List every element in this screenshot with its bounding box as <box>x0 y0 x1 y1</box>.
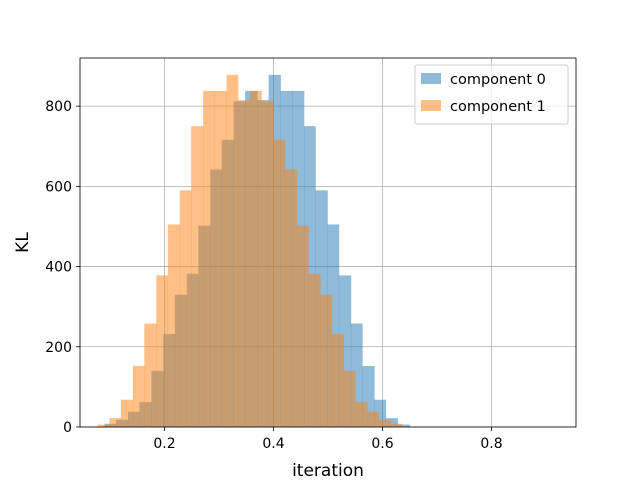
histogram-bar <box>226 74 239 428</box>
histogram-bar <box>378 419 391 427</box>
legend-swatch-component-1 <box>421 100 441 111</box>
histogram-bar <box>250 90 262 427</box>
x-tick-label: 0.8 <box>480 436 502 452</box>
histogram-bar <box>390 423 403 427</box>
histogram-bar <box>156 275 169 427</box>
histogram-bar <box>374 399 387 427</box>
histogram-bar <box>320 294 333 427</box>
histogram-bar <box>97 424 110 427</box>
legend-swatch-component-0 <box>421 73 441 84</box>
histogram-bar <box>261 101 274 428</box>
histogram-bar <box>397 424 411 427</box>
histogram-bar <box>350 323 363 427</box>
x-tick-label: 0.2 <box>153 436 175 452</box>
histogram-bar <box>385 418 399 427</box>
legend-label-component-0: component 0 <box>450 72 546 88</box>
histogram-bar <box>355 402 368 427</box>
x-tick-label: 0.4 <box>262 436 284 452</box>
plot-frame <box>79 57 577 428</box>
histogram-bar <box>120 399 134 427</box>
histogram-bar <box>284 169 298 427</box>
histogram-bar <box>203 90 215 427</box>
bars <box>97 74 411 428</box>
legend-box <box>414 64 569 125</box>
histogram-bar <box>327 224 340 427</box>
histogram-bar <box>191 126 204 427</box>
histogram-bar <box>132 366 145 427</box>
histogram-bar <box>179 190 192 427</box>
histogram-bar <box>144 323 157 427</box>
y-tick-label: 600 <box>45 179 72 195</box>
x-axis-label: iteration <box>292 461 364 480</box>
legend-label-component-1: component 1 <box>450 99 546 115</box>
histogram-bar <box>167 224 181 427</box>
histogram-bar <box>238 100 251 427</box>
legend: component 0 component 1 <box>414 64 569 125</box>
y-tick-label: 200 <box>45 340 72 356</box>
series-1-bars <box>97 74 403 428</box>
histogram-bar <box>214 90 227 427</box>
histogram-bar <box>367 411 379 427</box>
y-tick-label: 800 <box>45 99 72 115</box>
y-tick-label: 400 <box>45 260 72 276</box>
histogram-bar <box>331 333 345 427</box>
x-tick-label: 0.6 <box>371 436 393 452</box>
histogram-bar <box>308 273 321 427</box>
histogram-bar <box>109 418 122 427</box>
histogram-bar <box>343 370 356 427</box>
histogram-bar <box>296 225 309 427</box>
histogram-bar <box>273 139 286 428</box>
axis-ticks: 0.2 0.4 0.6 0.8 0 200 400 600 800 <box>45 99 502 452</box>
y-tick-label: 0 <box>63 420 72 436</box>
y-axis-label: KL <box>13 232 33 253</box>
